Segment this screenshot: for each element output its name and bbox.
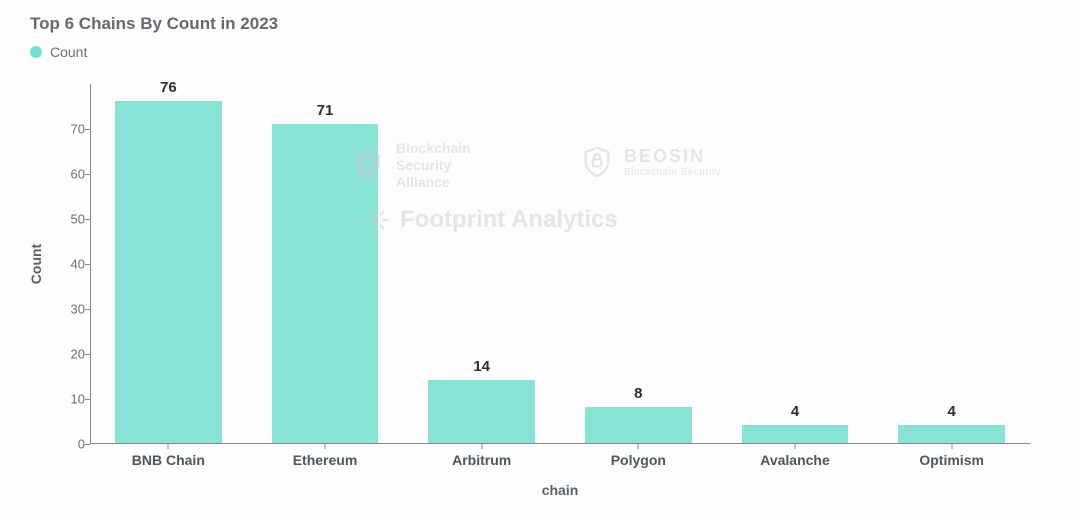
bar: 76 (115, 101, 222, 443)
bar: 71 (272, 124, 379, 444)
y-tick-mark (85, 444, 90, 445)
y-tick-label: 40 (45, 257, 85, 272)
x-tick-label: Avalanche (760, 452, 830, 468)
x-tick-label: Ethereum (293, 452, 358, 468)
y-tick-label: 30 (45, 302, 85, 317)
bar-value-label: 4 (947, 403, 955, 420)
y-tick-mark (85, 129, 90, 130)
y-tick-label: 60 (45, 167, 85, 182)
bar: 4 (898, 425, 1005, 443)
x-tick-mark (481, 444, 482, 449)
legend: Count (30, 44, 1050, 60)
plot-area: 01020304050607076BNB Chain71Ethereum14Ar… (90, 84, 1030, 444)
x-tick-label: Polygon (611, 452, 666, 468)
bar-value-label: 4 (791, 403, 799, 420)
bar-value-label: 14 (473, 358, 490, 375)
y-tick-mark (85, 174, 90, 175)
y-tick-mark (85, 309, 90, 310)
y-tick-label: 10 (45, 392, 85, 407)
y-axis-line (90, 84, 91, 444)
x-tick-label: BNB Chain (132, 452, 205, 468)
x-tick-mark (795, 444, 796, 449)
bar: 8 (585, 407, 692, 443)
chart-container: Top 6 Chains By Count in 2023 Count Coun… (30, 14, 1050, 504)
y-tick-label: 0 (45, 437, 85, 452)
x-tick-mark (951, 444, 952, 449)
x-axis-label: chain (90, 482, 1030, 498)
x-tick-mark (168, 444, 169, 449)
y-tick-label: 50 (45, 212, 85, 227)
bar-value-label: 8 (634, 385, 642, 402)
y-tick-mark (85, 219, 90, 220)
x-tick-label: Optimism (919, 452, 984, 468)
y-tick-mark (85, 264, 90, 265)
y-axis-label: Count (28, 244, 44, 284)
x-tick-mark (325, 444, 326, 449)
chart-title: Top 6 Chains By Count in 2023 (30, 14, 1050, 34)
bar-value-label: 76 (160, 79, 177, 96)
x-tick-mark (638, 444, 639, 449)
legend-swatch (30, 46, 42, 58)
bar-value-label: 71 (317, 102, 334, 119)
y-tick-label: 20 (45, 347, 85, 362)
x-axis-line (90, 443, 1030, 444)
y-tick-mark (85, 354, 90, 355)
y-tick-mark (85, 399, 90, 400)
x-tick-label: Arbitrum (452, 452, 511, 468)
bar: 4 (742, 425, 849, 443)
y-tick-label: 70 (45, 122, 85, 137)
legend-label: Count (50, 44, 87, 60)
bar: 14 (428, 380, 535, 443)
